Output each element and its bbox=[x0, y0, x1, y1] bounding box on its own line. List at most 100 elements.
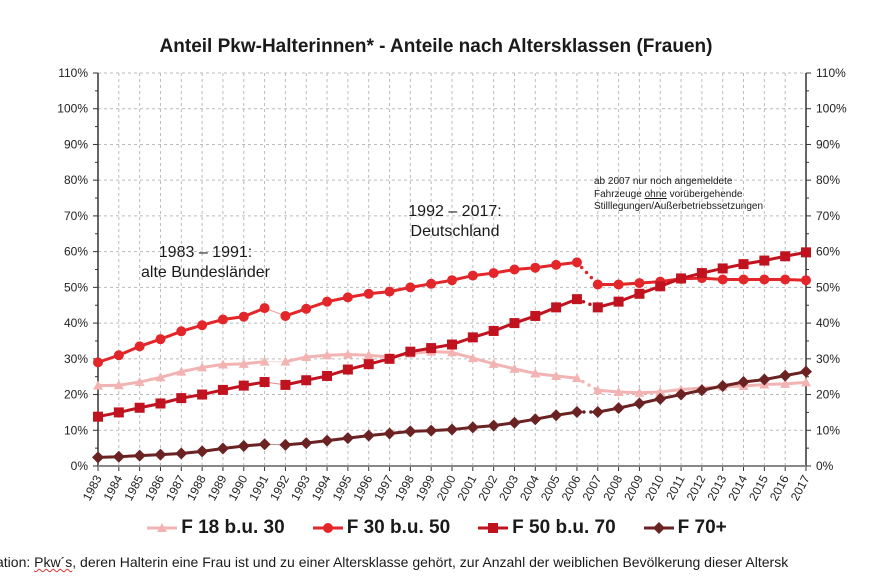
data-point bbox=[801, 247, 811, 258]
data-point bbox=[530, 310, 541, 321]
data-point bbox=[197, 362, 208, 372]
data-point bbox=[780, 378, 791, 388]
x-tick-label: 1984 bbox=[101, 473, 126, 503]
data-point bbox=[384, 286, 395, 297]
annotation-period-2: 1992 – 2017: Deutschland bbox=[380, 202, 530, 242]
y-tick-label-right: 80% bbox=[816, 173, 840, 187]
data-point bbox=[571, 257, 582, 268]
caption: ation: Pkw´s, deren Halterin eine Frau i… bbox=[0, 554, 788, 570]
data-point bbox=[154, 448, 167, 461]
data-point bbox=[217, 314, 228, 325]
data-point bbox=[92, 451, 104, 464]
y-tick-label-left: 40% bbox=[64, 316, 88, 330]
data-point bbox=[259, 356, 270, 366]
data-point bbox=[655, 387, 666, 397]
caption-text: Pkw´s bbox=[34, 554, 73, 570]
data-point bbox=[488, 325, 499, 336]
data-point bbox=[405, 346, 416, 357]
data-point bbox=[259, 303, 270, 314]
x-tick-label: 1988 bbox=[184, 473, 209, 503]
annotation-line: 1992 – 2017: bbox=[408, 203, 502, 220]
data-point bbox=[509, 318, 520, 329]
legend-marker-icon bbox=[478, 523, 509, 533]
legend-label: F 30 b.u. 50 bbox=[346, 517, 451, 538]
data-point bbox=[467, 353, 478, 363]
x-tick-label: 1987 bbox=[163, 473, 188, 503]
data-point bbox=[780, 274, 791, 285]
data-point bbox=[134, 341, 145, 352]
data-point bbox=[93, 357, 103, 368]
data-point bbox=[341, 432, 354, 445]
x-tick-label: 1991 bbox=[246, 473, 271, 503]
data-point bbox=[217, 359, 228, 369]
legend-marker-icon bbox=[147, 523, 178, 532]
data-point bbox=[509, 363, 520, 373]
note-text: Fahrzeuge bbox=[594, 188, 645, 200]
x-tick-label: 1983 bbox=[80, 473, 105, 503]
data-point bbox=[93, 380, 103, 390]
data-point bbox=[426, 278, 437, 289]
data-point bbox=[238, 358, 249, 368]
x-tick-label: 1995 bbox=[330, 473, 355, 503]
data-point bbox=[363, 350, 374, 360]
y-tick-label-right: 60% bbox=[816, 245, 840, 259]
data-point bbox=[238, 380, 249, 391]
x-tick-label: 2013 bbox=[704, 473, 729, 503]
data-point bbox=[737, 376, 750, 389]
data-point bbox=[759, 255, 770, 266]
data-point bbox=[447, 339, 457, 350]
y-tick-label-left: 0% bbox=[71, 459, 89, 473]
data-point bbox=[592, 302, 603, 313]
data-point bbox=[446, 423, 458, 436]
data-point bbox=[466, 421, 479, 434]
y-tick-label-left: 20% bbox=[64, 388, 88, 402]
legend: F 18 b.u. 30 F 30 b.u. 50 F 50 b.u. 70 F… bbox=[0, 517, 872, 539]
data-point bbox=[322, 350, 333, 360]
data-point bbox=[487, 419, 500, 432]
y-tick-label-right: 40% bbox=[816, 316, 840, 330]
x-tick-label: 1985 bbox=[121, 473, 146, 503]
data-point bbox=[530, 262, 541, 273]
data-point bbox=[570, 406, 583, 419]
data-point bbox=[780, 251, 791, 262]
data-point bbox=[550, 409, 563, 422]
data-point bbox=[216, 442, 229, 455]
data-point bbox=[93, 411, 103, 422]
data-point bbox=[342, 349, 353, 359]
annotation-line: alte Bundesländer bbox=[141, 264, 270, 281]
legend-label: F 50 b.u. 70 bbox=[512, 517, 616, 538]
data-point bbox=[322, 523, 333, 533]
x-tick-label: 1990 bbox=[226, 473, 251, 503]
data-point bbox=[217, 384, 228, 395]
y-tick-label-left: 110% bbox=[58, 66, 88, 80]
data-point bbox=[196, 445, 209, 458]
data-point bbox=[363, 359, 374, 370]
data-point bbox=[738, 274, 749, 285]
data-point bbox=[426, 343, 437, 354]
data-point bbox=[467, 270, 478, 281]
data-point bbox=[695, 384, 708, 397]
legend-label: F 70+ bbox=[677, 517, 727, 538]
data-point bbox=[634, 387, 645, 397]
note-line: ab 2007 nur noch angemeldete bbox=[594, 176, 733, 187]
y-tick-label-left: 100% bbox=[57, 102, 88, 116]
data-point bbox=[383, 427, 396, 440]
y-tick-label-right: 70% bbox=[816, 209, 840, 223]
y-tick-label-left: 90% bbox=[64, 137, 88, 151]
x-tick-label: 1993 bbox=[288, 473, 313, 503]
data-point bbox=[280, 379, 291, 390]
x-tick-label: 1996 bbox=[350, 473, 375, 503]
note-line: Fahrzeuge ohne vorübergehende bbox=[594, 189, 763, 202]
data-point bbox=[655, 281, 666, 292]
note-line: Stilllegungen/Außerbetriebssetzungen bbox=[594, 201, 763, 212]
data-point bbox=[176, 326, 187, 337]
y-tick-label-left: 60% bbox=[64, 245, 88, 259]
data-point bbox=[322, 296, 333, 307]
data-point bbox=[322, 370, 333, 381]
y-tick-label-left: 10% bbox=[64, 423, 88, 437]
x-tick-label: 1994 bbox=[309, 473, 334, 503]
data-point bbox=[758, 373, 771, 386]
data-point bbox=[404, 425, 417, 438]
y-tick-label-right: 110% bbox=[816, 66, 846, 80]
data-point bbox=[801, 275, 811, 286]
